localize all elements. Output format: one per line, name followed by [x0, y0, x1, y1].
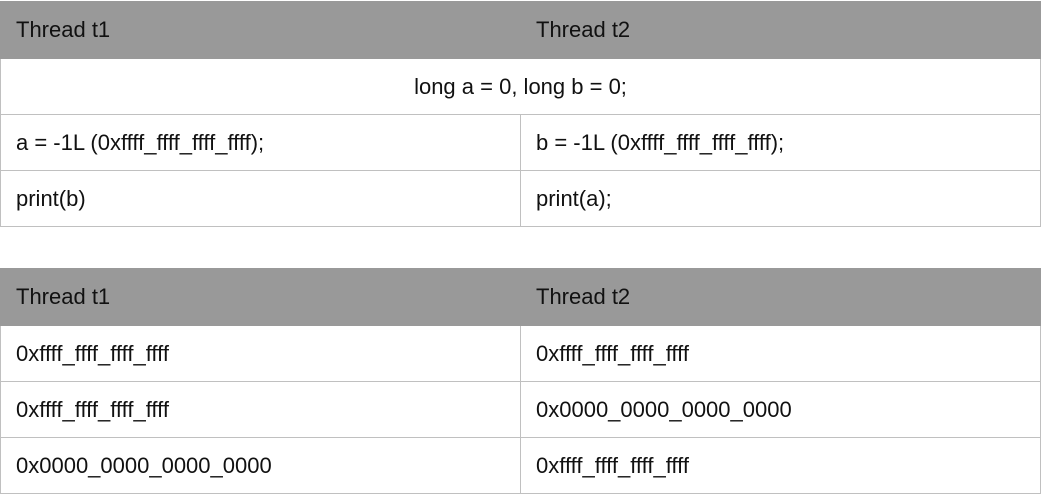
cell: 0xffff_ffff_ffff_ffff — [0, 381, 521, 438]
cell: print(b) — [0, 170, 521, 227]
cell: a = -1L (0xffff_ffff_ffff_ffff); — [0, 114, 521, 171]
cell: 0x0000_0000_0000_0000 — [0, 437, 521, 494]
header-thread-t1: Thread t1 — [0, 1, 521, 59]
table-row: 0xffff_ffff_ffff_ffff 0x0000_0000_0000_0… — [0, 381, 1041, 438]
header-row: Thread t1 Thread t2 — [0, 268, 1041, 326]
cell: 0xffff_ffff_ffff_ffff — [520, 325, 1041, 382]
cell: print(a); — [520, 170, 1041, 227]
results-table: Thread t1 Thread t2 0xffff_ffff_ffff_fff… — [0, 268, 1041, 494]
code-table: Thread t1 Thread t2 long a = 0, long b =… — [0, 1, 1041, 227]
header-thread-t1: Thread t1 — [0, 268, 521, 326]
shared-declaration: long a = 0, long b = 0; — [0, 58, 1041, 115]
cell: 0xffff_ffff_ffff_ffff — [0, 325, 521, 382]
table-row: print(b) print(a); — [0, 170, 1041, 227]
header-thread-t2: Thread t2 — [520, 268, 1041, 326]
header-row: Thread t1 Thread t2 — [0, 1, 1041, 59]
table-row: long a = 0, long b = 0; — [0, 58, 1041, 115]
header-thread-t2: Thread t2 — [520, 1, 1041, 59]
table-row: a = -1L (0xffff_ffff_ffff_ffff); b = -1L… — [0, 114, 1041, 171]
table-row: 0xffff_ffff_ffff_ffff 0xffff_ffff_ffff_f… — [0, 325, 1041, 382]
cell: b = -1L (0xffff_ffff_ffff_ffff); — [520, 114, 1041, 171]
cell: 0xffff_ffff_ffff_ffff — [520, 437, 1041, 494]
cell: 0x0000_0000_0000_0000 — [520, 381, 1041, 438]
table-row: 0x0000_0000_0000_0000 0xffff_ffff_ffff_f… — [0, 437, 1041, 494]
